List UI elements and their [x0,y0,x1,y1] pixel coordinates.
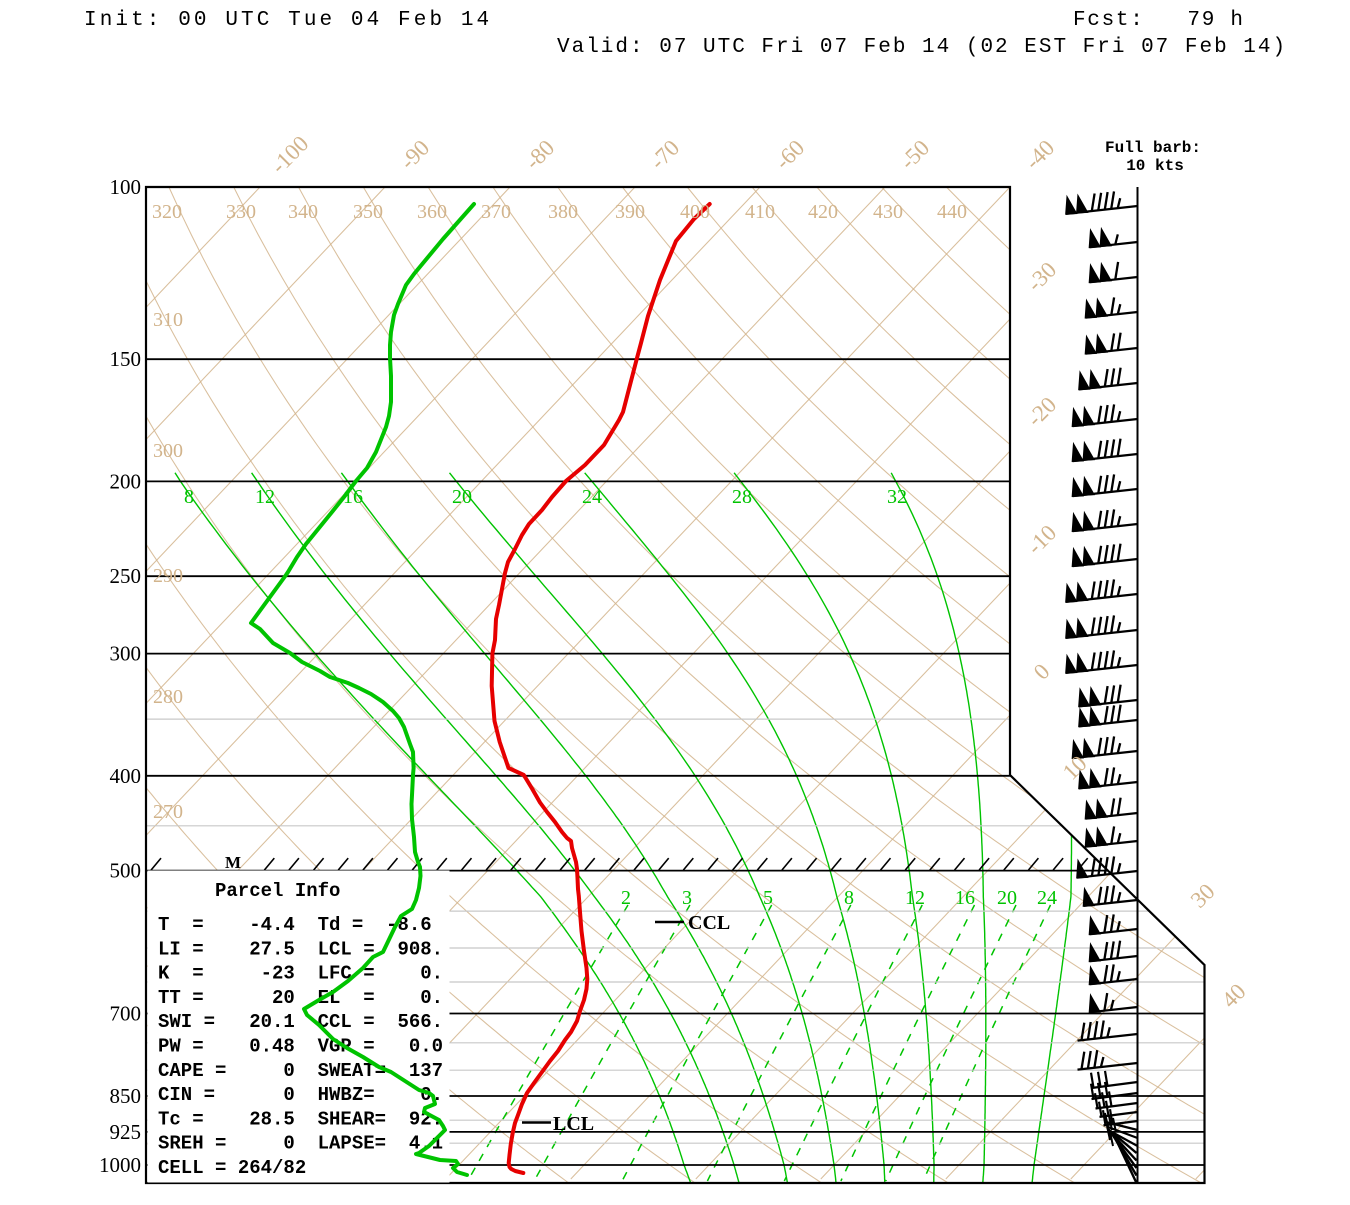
svg-text:290: 290 [153,565,183,587]
svg-text:28: 28 [732,486,752,508]
svg-text:Fcst: 79 h: Fcst: 79 h [1073,9,1245,32]
svg-text:340: 340 [288,201,318,223]
svg-text:Valid: 07 UTC Fri 07 Feb 14 (0: Valid: 07 UTC Fri 07 Feb 14 (02 EST Fri … [557,36,1287,59]
svg-text:700: 700 [110,1002,142,1026]
svg-text:300: 300 [153,440,183,462]
svg-text:5: 5 [763,887,773,909]
svg-text:2: 2 [621,887,631,909]
svg-text:360: 360 [417,201,447,223]
svg-text:3: 3 [682,887,692,909]
svg-text:150: 150 [110,347,142,371]
svg-text:SWI = 20.1 CCL = 566.: SWI = 20.1 CCL = 566. [158,1011,443,1033]
svg-text:16: 16 [343,486,363,508]
svg-text:200: 200 [110,469,142,493]
svg-text:430: 430 [873,201,903,223]
svg-text:20: 20 [997,887,1017,909]
svg-text:16: 16 [955,887,975,909]
svg-text:390: 390 [615,201,645,223]
svg-text:Tc = 28.5 SHEAR= 92.: Tc = 28.5 SHEAR= 92. [158,1108,443,1130]
svg-text:12: 12 [255,486,275,508]
svg-text:400: 400 [680,201,710,223]
svg-text:310: 310 [153,309,183,331]
svg-text:SREH = 0 LAPSE= 4.1: SREH = 0 LAPSE= 4.1 [158,1133,443,1155]
svg-text:10 kts: 10 kts [1126,157,1184,175]
svg-text:8: 8 [184,486,194,508]
svg-text:410: 410 [745,201,775,223]
svg-text:350: 350 [353,201,383,223]
svg-text:330: 330 [226,201,256,223]
svg-text:PW = 0.48 VGP = 0.0: PW = 0.48 VGP = 0.0 [158,1036,443,1058]
svg-text:500: 500 [110,859,142,883]
svg-text:850: 850 [110,1084,142,1108]
svg-text:300: 300 [110,642,142,666]
svg-text:380: 380 [548,201,578,223]
svg-text:K = -23 LFC = 0.: K = -23 LFC = 0. [158,963,443,985]
svg-text:CCL: CCL [688,912,730,934]
svg-text:LCL: LCL [553,1113,594,1135]
svg-text:24: 24 [1037,887,1057,909]
svg-text:8: 8 [844,887,854,909]
svg-text:280: 280 [153,686,183,708]
svg-text:250: 250 [110,564,142,588]
svg-text:24: 24 [582,486,602,508]
svg-text:T = -4.4 Td = -8.6: T = -4.4 Td = -8.6 [158,914,432,936]
svg-text:Init: 00 UTC Tue 04 Feb 14: Init: 00 UTC Tue 04 Feb 14 [84,9,492,32]
svg-text:32: 32 [887,486,907,508]
svg-text:320: 320 [152,201,182,223]
svg-text:420: 420 [808,201,838,223]
svg-text:CAPE = 0 SWEAT= 137: CAPE = 0 SWEAT= 137 [158,1060,443,1082]
svg-text:CELL = 264/82: CELL = 264/82 [158,1157,306,1179]
svg-text:CIN = 0 HWBZ= 0.: CIN = 0 HWBZ= 0. [158,1084,443,1106]
svg-text:1000: 1000 [99,1153,141,1177]
svg-text:100: 100 [110,175,142,199]
svg-text:Full barb:: Full barb: [1105,139,1201,157]
svg-text:270: 270 [153,801,183,823]
svg-text:Parcel Info: Parcel Info [215,880,340,902]
svg-text:TT = 20 EL = 0.: TT = 20 EL = 0. [158,987,443,1009]
svg-text:M: M [225,853,241,872]
svg-text:925: 925 [110,1120,142,1144]
svg-text:370: 370 [481,201,511,223]
svg-text:LI = 27.5 LCL = 908.: LI = 27.5 LCL = 908. [158,938,443,960]
svg-text:400: 400 [110,764,142,788]
svg-text:12: 12 [905,887,925,909]
svg-text:440: 440 [937,201,967,223]
svg-text:20: 20 [452,486,472,508]
